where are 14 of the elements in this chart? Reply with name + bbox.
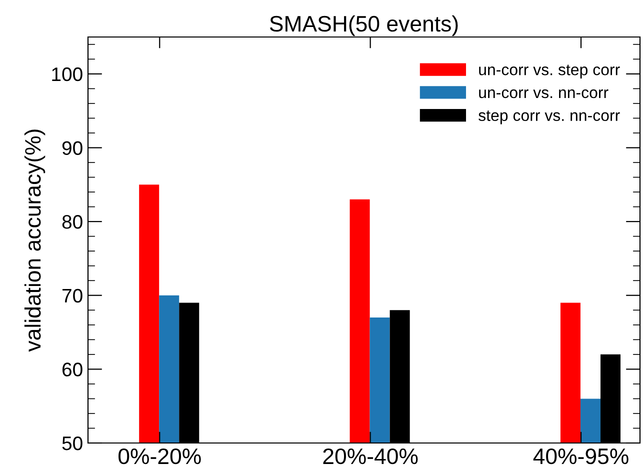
y-tick-label: 90 (62, 141, 82, 155)
chart-title: SMASH(50 events) (270, 15, 458, 36)
legend-label: step corr vs. nn-corr (478, 110, 620, 124)
legend-label: un-corr vs. step corr (479, 64, 620, 78)
x-tick-label: 40%-95% (533, 448, 628, 464)
legend-label: un-corr vs. nn-corr (479, 89, 608, 98)
y-tick-label: 50 (62, 436, 82, 450)
y-tick-label: 60 (62, 362, 82, 376)
x-tick-label: 20%-40% (323, 448, 418, 464)
y-axis-title: validation accuracy(%) (24, 130, 46, 352)
y-tick-label: 100 (52, 67, 82, 82)
x-tick-label: 0%-20% (118, 448, 201, 464)
y-tick-label: 80 (62, 215, 82, 229)
y-tick-label: 70 (62, 288, 82, 303)
